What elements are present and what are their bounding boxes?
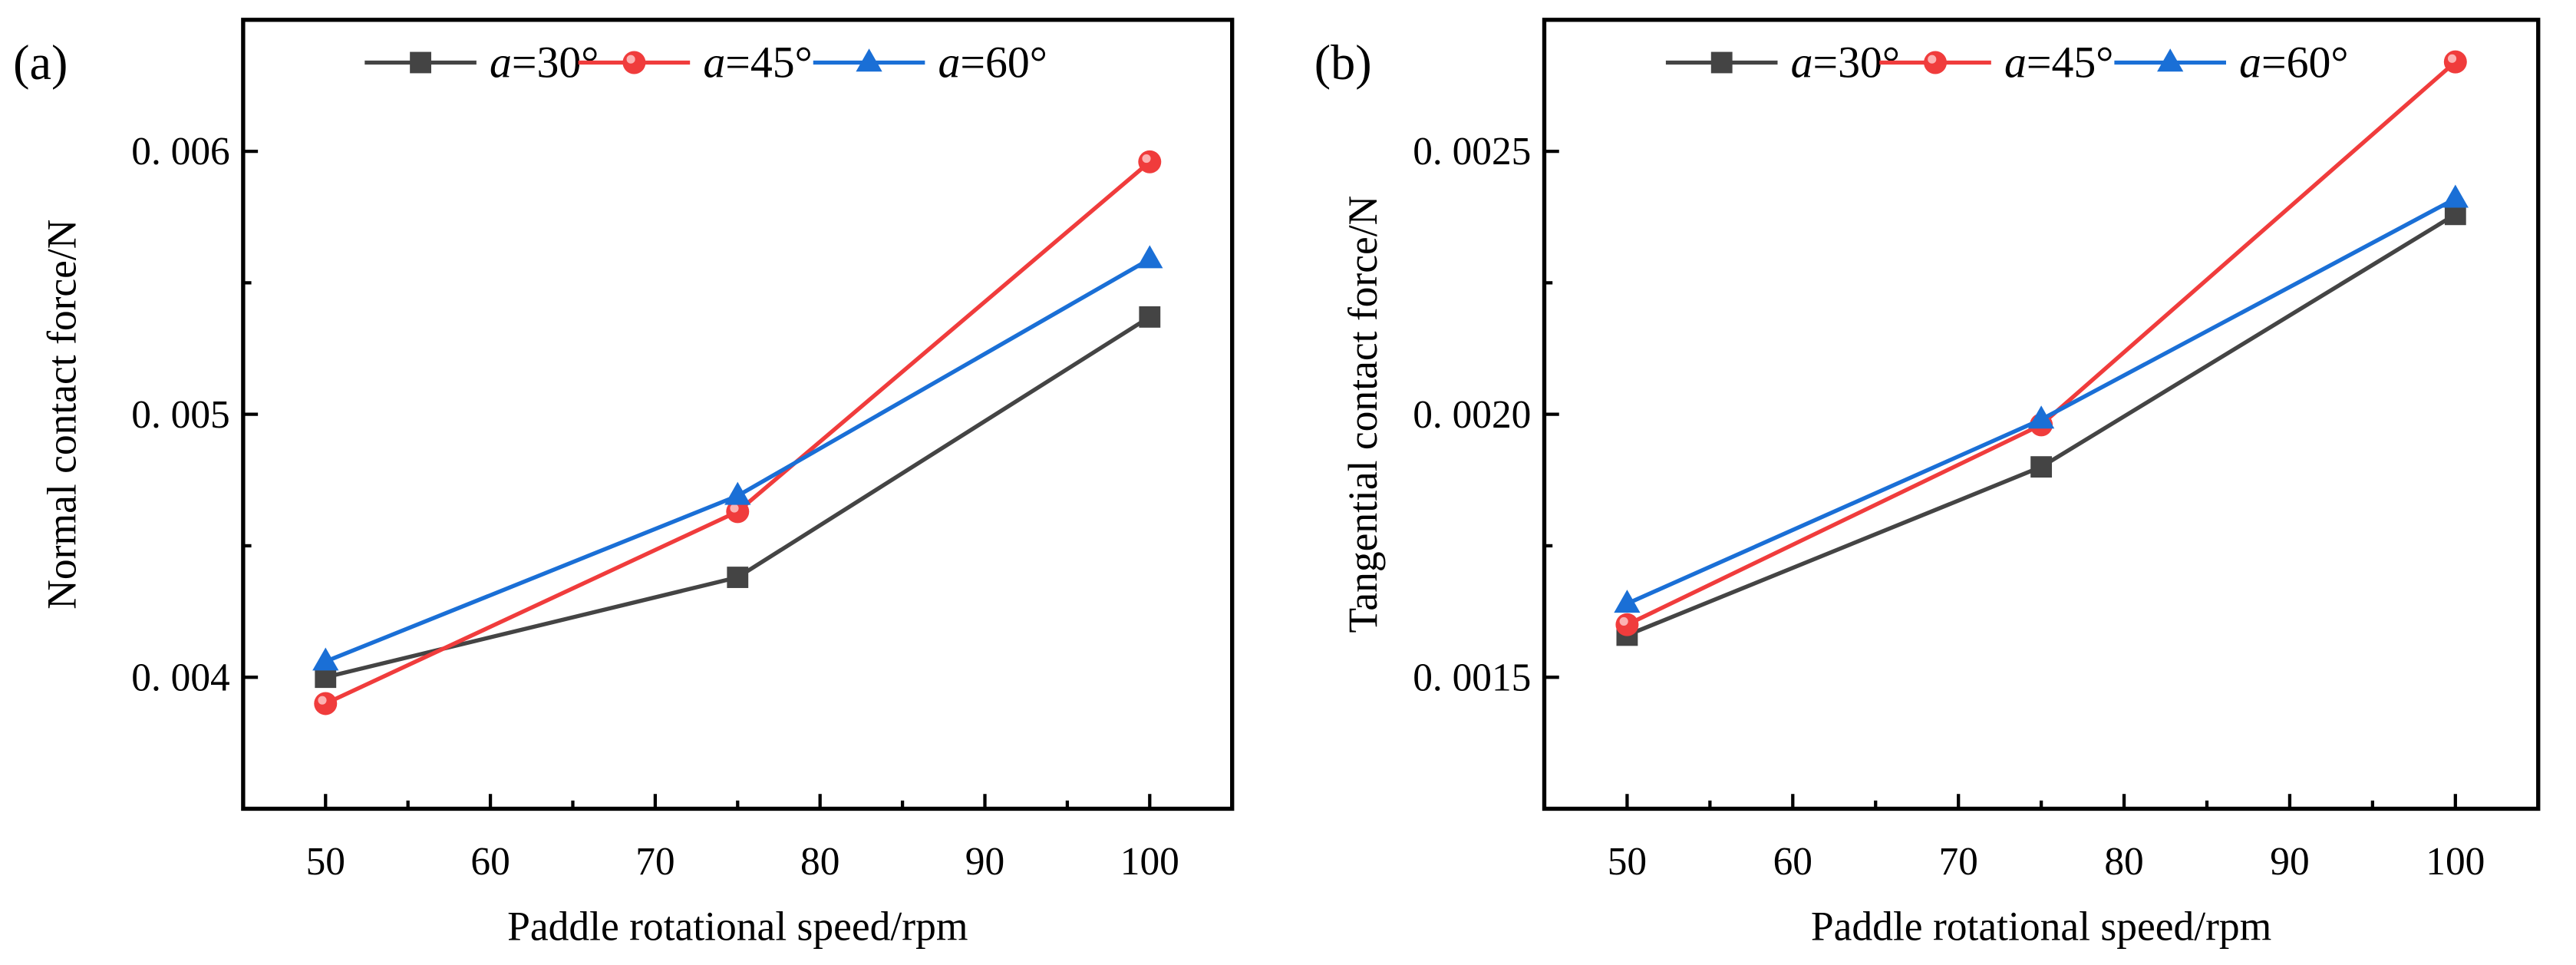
y-axis-label: Tangential contact force/N [1340, 196, 1386, 633]
legend-suffix: =45° [2027, 38, 2114, 88]
square-marker [1710, 51, 1733, 74]
triangle-marker [2157, 48, 2184, 72]
legend-suffix: =60° [2261, 38, 2349, 88]
legend-label: a=45° [2004, 38, 2113, 88]
x-tick-label: 100 [1120, 840, 1179, 884]
triangle-marker [724, 481, 751, 505]
circle-marker [622, 51, 646, 74]
legend-symbol: a [2239, 38, 2261, 88]
circle-marker-highlight [1619, 616, 1628, 626]
x-tick-label: 100 [2426, 840, 2485, 884]
x-tick-label: 50 [306, 840, 345, 884]
x-tick-label: 70 [1938, 840, 1977, 884]
plot-frame [241, 18, 1235, 811]
triangle-marker [2442, 184, 2469, 208]
legend-item: a=45° [1879, 38, 2113, 88]
x-tick-label: 70 [635, 840, 675, 884]
legend-label: a=45° [703, 38, 812, 88]
legend-item: a=30° [1665, 38, 1900, 88]
circle-marker-highlight [318, 696, 327, 705]
x-tick-label: 60 [1773, 840, 1812, 884]
x-tick-label: 80 [2104, 840, 2143, 884]
y-tick-label: 0. 0020 [1413, 393, 1531, 437]
x-tick-label: 60 [470, 840, 510, 884]
panel-label: (a) [13, 35, 68, 90]
square-marker [410, 51, 431, 74]
circle-marker-highlight [626, 55, 635, 64]
x-tick-label: 80 [800, 840, 839, 884]
legend-suffix: =45° [725, 38, 813, 88]
legend-label: a=30° [490, 38, 599, 88]
circle-marker-highlight [1142, 154, 1151, 164]
series-line [325, 160, 1152, 706]
legend: a=30° a=45° a=60° [1665, 38, 2349, 88]
x-tick-label: 90 [2270, 840, 2309, 884]
legend-symbol: a [703, 38, 725, 88]
triangle-marker [312, 647, 339, 671]
legend-suffix: =60° [960, 38, 1047, 88]
series-line [325, 257, 1151, 664]
legend-symbol: a [490, 38, 512, 88]
legend-label: a=60° [938, 38, 1047, 88]
circle-marker-highlight [2447, 54, 2457, 63]
circle-marker-highlight [1928, 55, 1937, 64]
series-a=45° [314, 150, 1162, 715]
circle-marker-highlight [730, 504, 739, 513]
series-line [1626, 197, 2457, 606]
y-tick-label: 0. 004 [131, 656, 229, 699]
circle-marker [1138, 150, 1162, 174]
x-tick-label: 50 [1608, 840, 1647, 884]
y-tick-label: 0. 0015 [1413, 656, 1531, 699]
square-marker [2030, 456, 2053, 478]
legend: a=30° a=45° a=60° [364, 38, 1047, 88]
y-tick-label: 0. 005 [131, 393, 229, 437]
square-marker [727, 567, 749, 588]
legend-symbol: a [2004, 38, 2027, 88]
legend-item: a=30° [364, 38, 599, 88]
circle-marker [1924, 51, 1948, 74]
panel-b: 50 60 70 80 90 100 0. 0015 0. 0020 0. 0025 Paddle… [1314, 18, 2541, 950]
legend-item: a=45° [578, 38, 813, 88]
triangle-marker [1136, 245, 1163, 269]
series-line [1626, 60, 2457, 627]
square-marker [1139, 306, 1161, 328]
panel-a: 50 60 70 80 90 100 0. 004 0. 005 0. 006 Paddle ro… [13, 18, 1235, 950]
legend-item: a=60° [813, 38, 1047, 88]
y-tick-label: 0. 0025 [1413, 130, 1531, 174]
triangle-marker [1614, 590, 1641, 613]
triangle-marker [856, 48, 882, 72]
circle-marker [314, 692, 338, 715]
series-a=60° [312, 245, 1163, 671]
legend-label: a=60° [2239, 38, 2348, 88]
panel-label: (b) [1314, 35, 1372, 90]
y-tick-label: 0. 006 [131, 130, 229, 174]
series-a=45° [1615, 50, 2467, 636]
x-axis-label: Paddle rotational speed/rpm [1811, 904, 2271, 950]
series-a=60° [1614, 184, 2469, 613]
y-axis-label: Normal contact force/N [38, 220, 84, 610]
circle-marker [2443, 50, 2467, 74]
triangle-marker [2027, 405, 2055, 429]
legend-item: a=60° [2114, 38, 2349, 88]
circle-marker [1615, 613, 1639, 636]
legend-symbol: a [1791, 38, 1813, 88]
x-tick-label: 90 [965, 840, 1004, 884]
legend-symbol: a [938, 38, 960, 88]
x-axis-label: Paddle rotational speed/rpm [507, 904, 968, 950]
